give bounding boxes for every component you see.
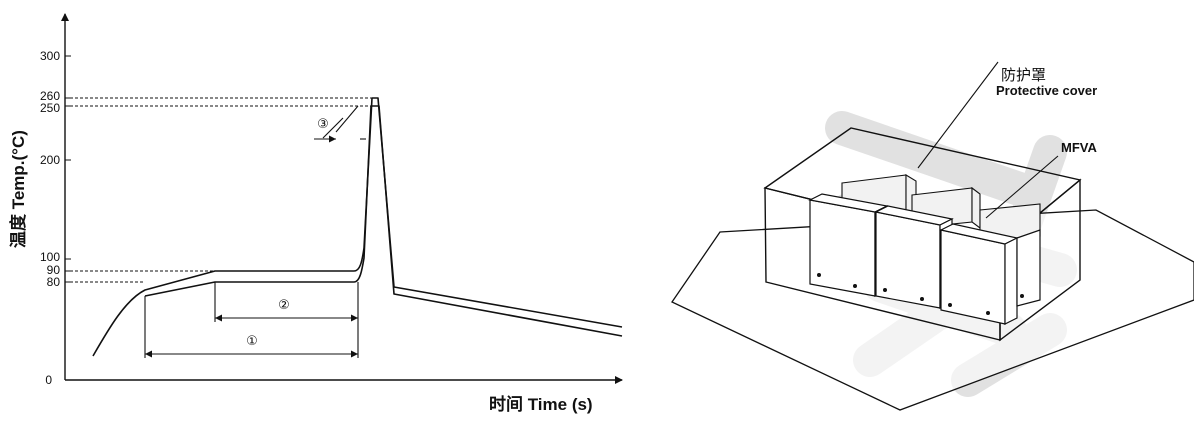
zone-1-label: ① [246, 333, 258, 348]
mfva-pins [817, 273, 1024, 315]
mfva-front-row [808, 193, 1041, 325]
mfva-leader-line [985, 155, 1059, 219]
zone-2-label: ② [278, 297, 290, 312]
cover-label-en: Protective cover [996, 83, 1097, 98]
y-tick-label-90: 90 [47, 263, 61, 277]
reflow-profile-chart: 300 260 250 200 100 90 80 0 温度 Temp.(°C)… [8, 13, 623, 414]
reference-dashed-lines [65, 97, 372, 283]
y-tick-label-250: 250 [40, 101, 60, 115]
y-tick-label-300: 300 [40, 49, 60, 63]
y-tick-label-260: 260 [40, 89, 60, 103]
zone-3-label: ③ [317, 116, 329, 131]
base-plate [671, 209, 1194, 411]
assembly-illustration: 防护罩 Protective cover MFVA [671, 61, 1194, 411]
x-axis-title: 时间 Time (s) [489, 394, 593, 414]
mfva-label: MFVA [1061, 140, 1097, 155]
y-tick-label-100: 100 [40, 250, 60, 264]
profile-curve-lower [144, 105, 623, 337]
y-tick-label-200: 200 [40, 153, 60, 167]
cover-leader-line [917, 61, 999, 169]
y-axis-title: 温度 Temp.(°C) [8, 130, 28, 248]
y-tick-label-80: 80 [47, 275, 61, 289]
y-tick-marks [65, 55, 71, 283]
y-tick-label-0: 0 [45, 373, 52, 387]
cover-label-cn: 防护罩 [1001, 67, 1046, 84]
zone-dimensions [144, 105, 366, 358]
